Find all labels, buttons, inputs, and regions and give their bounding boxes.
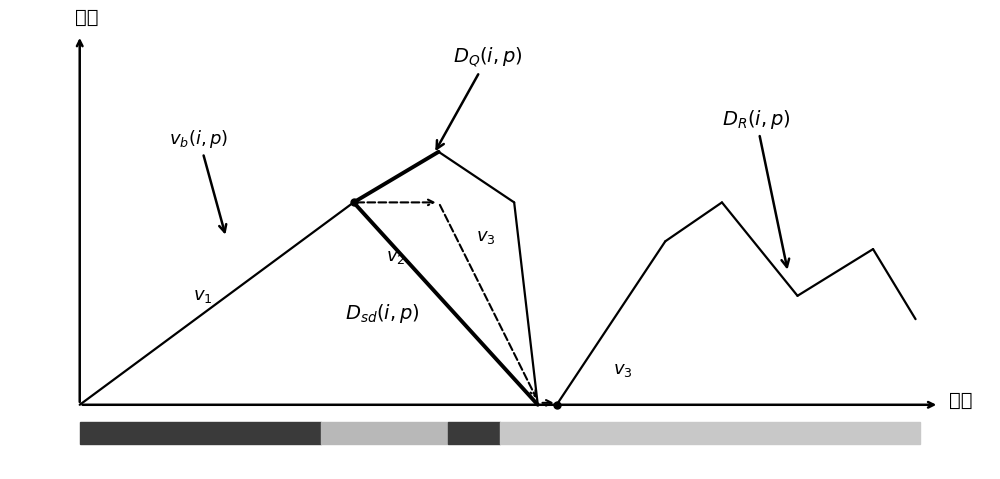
Text: $v_2$: $v_2$ bbox=[386, 248, 406, 266]
Text: $v_3$: $v_3$ bbox=[476, 228, 496, 246]
Text: $D_{sd}(i,p)$: $D_{sd}(i,p)$ bbox=[345, 302, 419, 325]
Text: 距离: 距离 bbox=[75, 8, 98, 27]
Bar bbox=[80, 422, 321, 444]
Text: $v_1$: $v_1$ bbox=[193, 287, 212, 305]
Text: 时间: 时间 bbox=[949, 391, 972, 411]
Text: $v_b(i,p)$: $v_b(i,p)$ bbox=[169, 128, 229, 232]
Bar bbox=[321, 422, 448, 444]
Text: $D_Q(i,p)$: $D_Q(i,p)$ bbox=[437, 46, 522, 149]
Bar bbox=[500, 422, 920, 444]
Bar bbox=[448, 422, 500, 444]
Text: $D_R(i,p)$: $D_R(i,p)$ bbox=[722, 108, 790, 267]
Text: $v_3$: $v_3$ bbox=[613, 361, 633, 378]
